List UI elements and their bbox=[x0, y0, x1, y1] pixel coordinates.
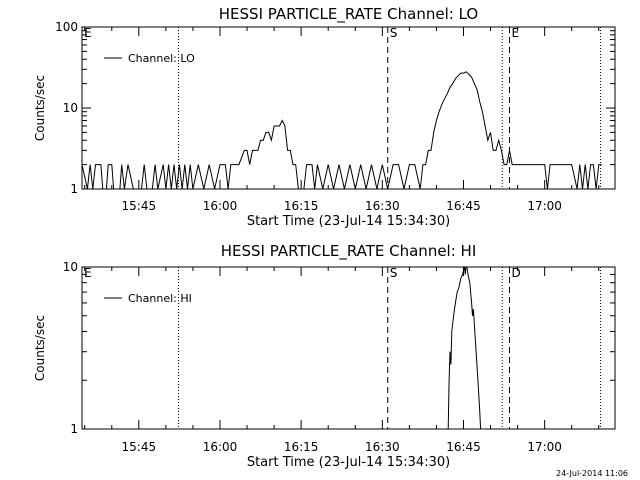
panel2-x-tick-label: 17:00 bbox=[527, 440, 562, 454]
panel2-x-tick-label: 16:15 bbox=[284, 440, 319, 454]
panel1-series-line bbox=[82, 71, 602, 189]
panel1-x-tick-label: 16:30 bbox=[365, 199, 400, 213]
panel2-series-line bbox=[447, 267, 482, 429]
panel2-x-axis-label: Start Time (23-Jul-14 15:34:30) bbox=[247, 455, 450, 470]
panel1-legend-label: Channel: LO bbox=[128, 52, 195, 65]
panel2-plot-frame bbox=[81, 266, 616, 430]
panel1-x-axis-label: Start Time (23-Jul-14 15:34:30) bbox=[247, 214, 450, 229]
panel1-marker-label: E bbox=[84, 26, 92, 40]
panel1-x-tick-label: 16:00 bbox=[203, 199, 238, 213]
panel1-y-tick-label: 100 bbox=[55, 20, 78, 34]
panel1-marker-label: E bbox=[511, 26, 519, 40]
panel1-y-tick-label: 1 bbox=[70, 182, 78, 196]
panel2-x-tick-label: 16:45 bbox=[446, 440, 481, 454]
panel2-x-tick-label: 15:45 bbox=[122, 440, 157, 454]
panel2-x-tick-label: 16:00 bbox=[203, 440, 238, 454]
panel1-y-tick-label: 10 bbox=[63, 101, 78, 115]
panel2-marker-label: D bbox=[511, 266, 520, 280]
panel2-marker-label: S bbox=[390, 266, 398, 280]
panel1-x-tick-label: 16:15 bbox=[284, 199, 319, 213]
panel1-x-tick-label: 15:45 bbox=[122, 199, 157, 213]
panel2-y-tick-label: 1 bbox=[70, 422, 78, 436]
timestamp: 24-Jul-2014 11:06 bbox=[556, 469, 629, 478]
panel1-y-axis-label: Counts/sec bbox=[33, 75, 47, 141]
panel1-marker-label: S bbox=[390, 26, 398, 40]
panel2-y-axis-label: Counts/sec bbox=[33, 315, 47, 381]
panel2-title: HESSI PARTICLE_RATE Channel: HI bbox=[221, 242, 477, 261]
panel1-x-tick-label: 16:45 bbox=[446, 199, 481, 213]
panel1-title: HESSI PARTICLE_RATE Channel: LO bbox=[219, 5, 478, 24]
panel2-legend-label: Channel: HI bbox=[128, 292, 192, 305]
panel2-x-tick-label: 16:30 bbox=[365, 440, 400, 454]
panel1-x-tick-label: 17:00 bbox=[527, 199, 562, 213]
panel2-marker-label: E bbox=[84, 266, 92, 280]
panel2-y-tick-label: 10 bbox=[63, 260, 78, 274]
